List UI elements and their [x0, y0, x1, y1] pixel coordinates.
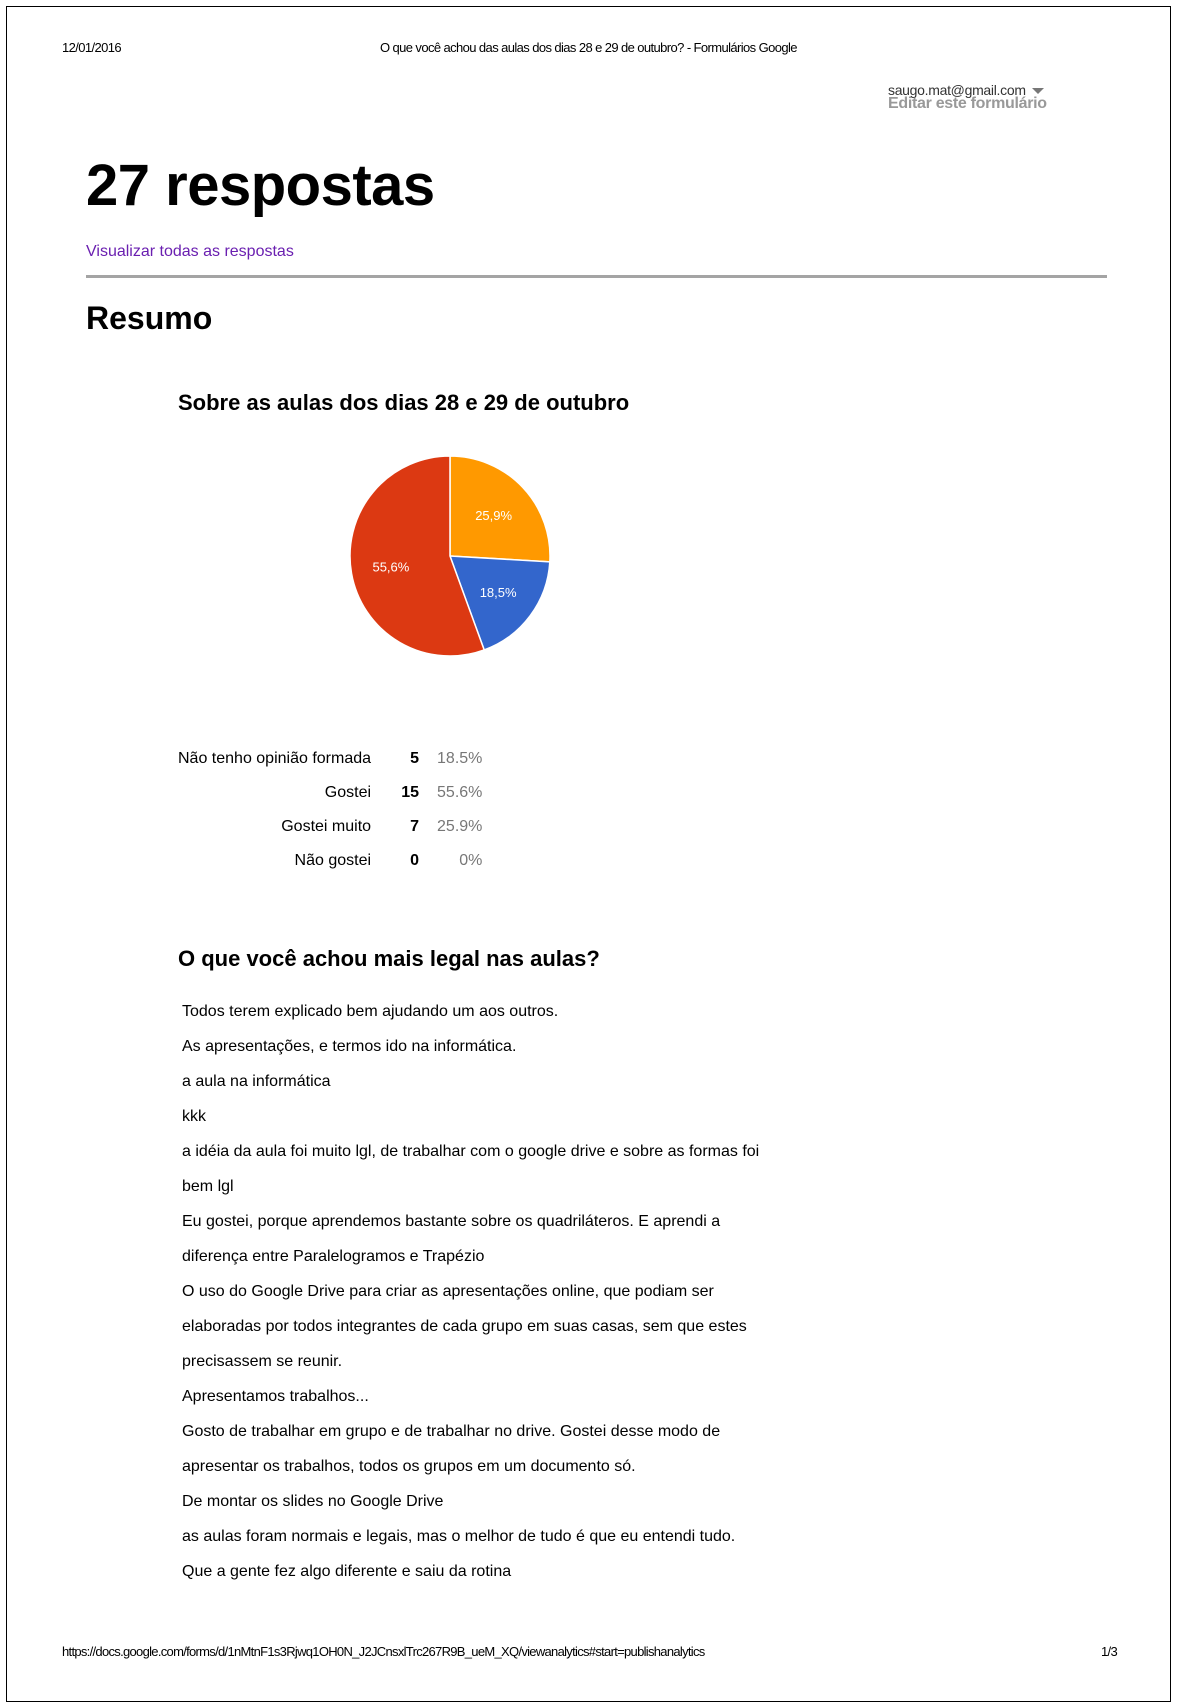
answer-line: precisassem se reunir. [182, 1353, 343, 1370]
question-title: O que você achou mais legal nas aulas? [178, 946, 600, 971]
divider [86, 275, 1107, 278]
answer-line: Eu gostei, porque aprendemos bastante so… [182, 1213, 721, 1230]
question-title: Sobre as aulas dos dias 28 e 29 de outub… [178, 390, 630, 415]
pie-slice[interactable] [448, 555, 551, 651]
legend-count: 15 [401, 784, 420, 801]
print-url: https://docs.google.com/forms/d/1nMtnF1s… [62, 1644, 705, 1659]
legend-label: Não tenho opinião formada [178, 750, 372, 767]
dropdown-arrow-icon[interactable] [1031, 88, 1044, 95]
answer-line: apresentar os trabalhos, todos os grupos… [182, 1458, 636, 1475]
answer-line: a idéia da aula foi muito lgl, de trabal… [182, 1143, 760, 1160]
legend-label: Gostei [324, 784, 372, 801]
legend-count: 5 [410, 750, 420, 767]
answers-list: Todos terem explicado bem ajudando um ao… [182, 994, 942, 1589]
edit-form-link[interactable]: Editar este formulário [888, 95, 1047, 112]
page-frame [6, 6, 1171, 1702]
legend-row: Gostei muito 7 25.9% [178, 810, 482, 844]
pie-chart-svg: 25,9% 18,5% 55,6% [349, 455, 551, 657]
answer-line: As apresentações, e termos ido na inform… [182, 1038, 517, 1055]
pie-slice-label: 18,5% [480, 585, 517, 600]
answer-line: kkk [182, 1108, 206, 1125]
answer-line: bem lgl [182, 1178, 234, 1195]
answer-line: as aulas foram normais e legais, mas o m… [182, 1528, 736, 1545]
answer-line: Todos terem explicado bem ajudando um ao… [182, 1003, 559, 1020]
account-area: saugo.mat@gmail.com Editar este formulár… [888, 82, 1108, 112]
pie-slice-label: 55,6% [372, 559, 409, 574]
pie-slice-label: 25,9% [475, 508, 512, 523]
legend-row: Gostei 15 55.6% [178, 776, 483, 810]
legend-percent: 55.6% [437, 784, 483, 801]
pie-chart: 25,9% 18,5% 55,6% [345, 446, 555, 666]
answer-line: elaboradas por todos integrantes de cada… [182, 1318, 747, 1335]
legend-row: Não gostei 0 0% [178, 844, 483, 878]
pie-slice[interactable] [349, 455, 486, 657]
account-email[interactable]: saugo.mat@gmail.com [888, 82, 1026, 98]
answer-line: De montar os slides no Google Drive [182, 1493, 444, 1510]
summary-heading: Resumo [86, 300, 213, 336]
legend-percent: 0% [459, 852, 483, 869]
answer-line: diferença entre Paralelogramos e Trapézi… [182, 1248, 485, 1265]
pie-slice[interactable] [449, 455, 551, 563]
print-date: 12/01/2016 [62, 40, 122, 55]
print-title: O que você achou das aulas dos dias 28 e… [380, 40, 798, 55]
legend-count: 7 [410, 818, 420, 835]
legend-label: Não gostei [294, 852, 372, 869]
legend-row: Não tenho opinião formada 5 18.5% [178, 742, 482, 776]
answer-line: Apresentamos trabalhos... [182, 1388, 369, 1405]
responses-count-title: 27 respostas [86, 153, 435, 218]
answer-line: Que a gente fez algo diferente e saiu da… [182, 1563, 512, 1580]
answer-line: Gosto de trabalhar em grupo e de trabalh… [182, 1423, 721, 1440]
answer-line: a aula na informática [182, 1073, 331, 1090]
answer-line: O uso do Google Drive para criar as apre… [182, 1283, 714, 1300]
page-number: 1/3 [1101, 1644, 1118, 1659]
view-all-responses-link[interactable]: Visualizar todas as respostas [86, 243, 294, 260]
response-legend-table: Não tenho opinião formada 5 18.5% Gostei 15 5… [178, 742, 482, 878]
legend-count: 0 [410, 852, 420, 869]
legend-label: Gostei muito [281, 818, 372, 835]
legend-percent: 25.9% [437, 818, 483, 835]
legend-percent: 18.5% [437, 750, 483, 767]
